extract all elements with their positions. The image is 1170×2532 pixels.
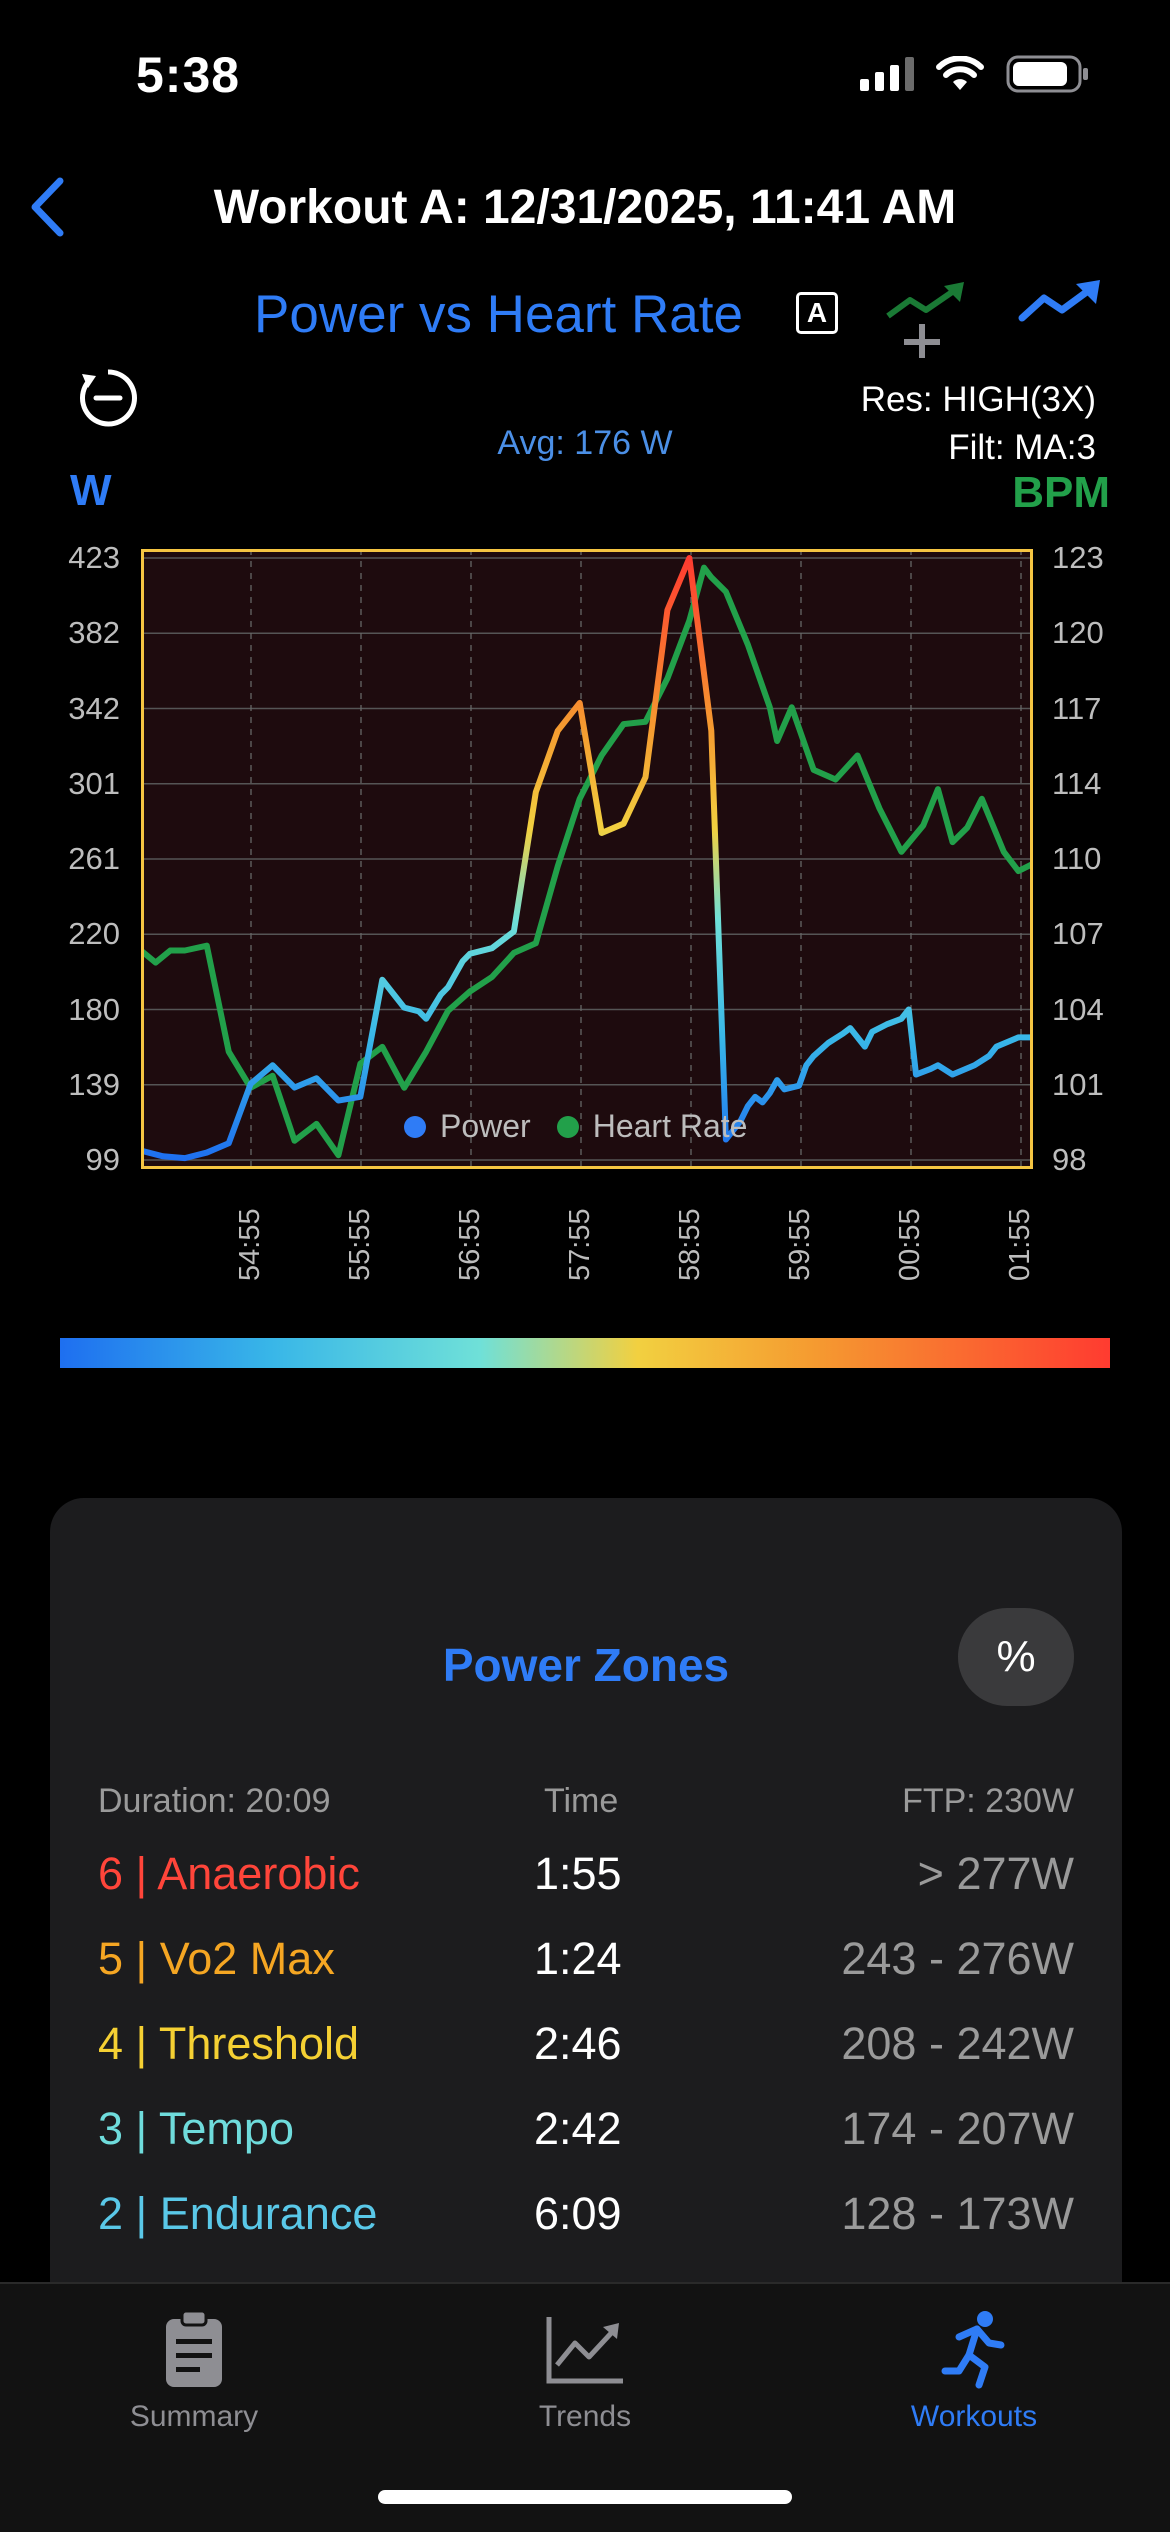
tab-workouts[interactable]: Workouts bbox=[844, 2304, 1104, 2434]
x-tick-label: 55:55 bbox=[344, 1208, 376, 1281]
status-time: 5:38 bbox=[136, 47, 241, 103]
chart-title[interactable]: Power vs Heart Rate bbox=[254, 285, 743, 344]
heart-rate-legend-label: Heart Rate bbox=[592, 1108, 748, 1144]
zone-name: 3 | Tempo bbox=[98, 2103, 294, 2154]
y-right-tick-label: 114 bbox=[1052, 765, 1102, 801]
x-tick-label: 00:55 bbox=[894, 1208, 926, 1281]
y-right-tick-label: 120 bbox=[1052, 615, 1104, 651]
chevron-left-icon bbox=[31, 177, 64, 237]
zone-time: 1:24 bbox=[534, 1933, 622, 1984]
power-color-scale bbox=[60, 1338, 1110, 1368]
zone-range: 243 - 276W bbox=[841, 1933, 1074, 1984]
zone-range: > 277W bbox=[917, 1848, 1074, 1899]
back-button[interactable] bbox=[22, 172, 72, 242]
power-heart-rate-chart[interactable] bbox=[141, 549, 1033, 1169]
zone-row: 4 | Threshold 2:46 208 - 242W bbox=[50, 2018, 1122, 2088]
y-left-tick-label: 342 bbox=[68, 690, 120, 726]
zone-time: 2:42 bbox=[534, 2103, 622, 2154]
y-left-tick-label: 301 bbox=[68, 765, 120, 801]
plot-border bbox=[141, 549, 1033, 1169]
wifi-icon bbox=[936, 56, 984, 90]
y-left-tick-label: 261 bbox=[68, 841, 120, 876]
zone-name: 5 | Vo2 Max bbox=[98, 1933, 335, 1984]
trend-arrow-icon[interactable] bbox=[1010, 278, 1110, 338]
zones-title: Power Zones bbox=[442, 1639, 730, 1691]
y-right-tick-label: 104 bbox=[1052, 991, 1104, 1027]
filter-label: Filt: MA:3 bbox=[948, 428, 1096, 467]
add-trendline-icon[interactable] bbox=[880, 278, 990, 358]
zone-row: 5 | Vo2 Max 1:24 243 - 276W bbox=[50, 1933, 1122, 2003]
status-icons bbox=[860, 54, 1090, 94]
x-tick-label: 58:55 bbox=[674, 1208, 706, 1281]
duration-label: Duration: 20:09 bbox=[98, 1782, 331, 1820]
zone-name: 2 | Endurance bbox=[98, 2188, 378, 2239]
y-right-tick-label: 107 bbox=[1052, 916, 1104, 952]
zone-row: 3 | Tempo 2:42 174 - 207W bbox=[50, 2103, 1122, 2173]
clipboard-icon bbox=[166, 2309, 222, 2387]
y-right-tick-label: 117 bbox=[1052, 690, 1102, 726]
y-left-tick-label: 139 bbox=[68, 1066, 120, 1102]
tab-summary-label: Summary bbox=[129, 2400, 259, 2433]
zone-time: 1:55 bbox=[534, 1848, 622, 1899]
zone-range: 128 - 173W bbox=[841, 2188, 1074, 2239]
power-series-line bbox=[141, 555, 1033, 1162]
y-left-tick-label: 382 bbox=[68, 615, 120, 651]
x-tick-label: 59:55 bbox=[784, 1208, 816, 1281]
zone-range: 174 - 207W bbox=[841, 2103, 1074, 2154]
right-axis-unit: BPM bbox=[1012, 468, 1110, 517]
percent-toggle-button[interactable]: % bbox=[958, 1608, 1074, 1706]
page-title: Workout A: 12/31/2025, 11:41 AM bbox=[213, 181, 957, 234]
tab-trends-label: Trends bbox=[538, 2400, 632, 2433]
reset-zoom-button[interactable] bbox=[76, 364, 140, 428]
tab-trends[interactable]: Trends bbox=[455, 2304, 715, 2434]
y-left-tick-label: 423 bbox=[68, 540, 120, 575]
chart-legend: Power Heart Rate bbox=[404, 1108, 747, 1145]
y-right-tick-label: 101 bbox=[1052, 1066, 1104, 1102]
x-tick-label: 01:55 bbox=[1004, 1208, 1036, 1281]
reset-icon bbox=[80, 369, 137, 427]
x-tick-label: 57:55 bbox=[564, 1208, 596, 1281]
y-left-tick-label: 180 bbox=[68, 991, 120, 1027]
average-power: Avg: 176 W bbox=[497, 424, 673, 462]
battery-icon bbox=[1006, 55, 1088, 93]
zone-row: 6 | Anaerobic 1:55 > 277W bbox=[50, 1848, 1122, 1918]
resolution-info[interactable]: Res: HIGH(3X) Filt: MA:3 bbox=[861, 376, 1096, 472]
tab-workouts-label: Workouts bbox=[910, 2400, 1038, 2433]
line-chart-icon bbox=[546, 2317, 623, 2384]
y-right-tick-label: 98 bbox=[1052, 1142, 1087, 1177]
heart-rate-series-line bbox=[141, 564, 1033, 1159]
y-left-tick-label: 220 bbox=[68, 916, 120, 952]
tab-summary[interactable]: Summary bbox=[64, 2304, 324, 2434]
zone-range: 208 - 242W bbox=[841, 2018, 1074, 2069]
ftp-label: FTP: 230W bbox=[902, 1782, 1074, 1820]
power-legend-label: Power bbox=[440, 1108, 531, 1144]
resolution-label: Res: HIGH(3X) bbox=[860, 380, 1096, 419]
y-left-tick-label: 99 bbox=[85, 1142, 120, 1177]
zone-name: 4 | Threshold bbox=[98, 2018, 360, 2069]
x-tick-label: 54:55 bbox=[234, 1208, 266, 1281]
x-tick-label: 56:55 bbox=[454, 1208, 486, 1281]
power-legend-dot bbox=[404, 1115, 426, 1138]
zone-name: 6 | Anaerobic bbox=[98, 1848, 360, 1899]
zone-time: 6:09 bbox=[534, 2188, 622, 2239]
zone-time: 2:46 bbox=[534, 2018, 622, 2069]
auto-scale-button[interactable]: A bbox=[796, 292, 838, 334]
cellular-signal-icon bbox=[860, 57, 914, 91]
y-right-tick-label: 110 bbox=[1052, 841, 1102, 876]
heart-rate-legend-dot bbox=[556, 1115, 579, 1138]
y-right-tick-label: 123 bbox=[1052, 540, 1104, 575]
time-header: Time bbox=[544, 1782, 619, 1820]
zone-row: 2 | Endurance 6:09 128 - 173W bbox=[50, 2188, 1122, 2258]
left-axis-unit: W bbox=[70, 466, 112, 515]
runner-icon bbox=[941, 2311, 1005, 2389]
home-indicator bbox=[378, 2490, 792, 2504]
